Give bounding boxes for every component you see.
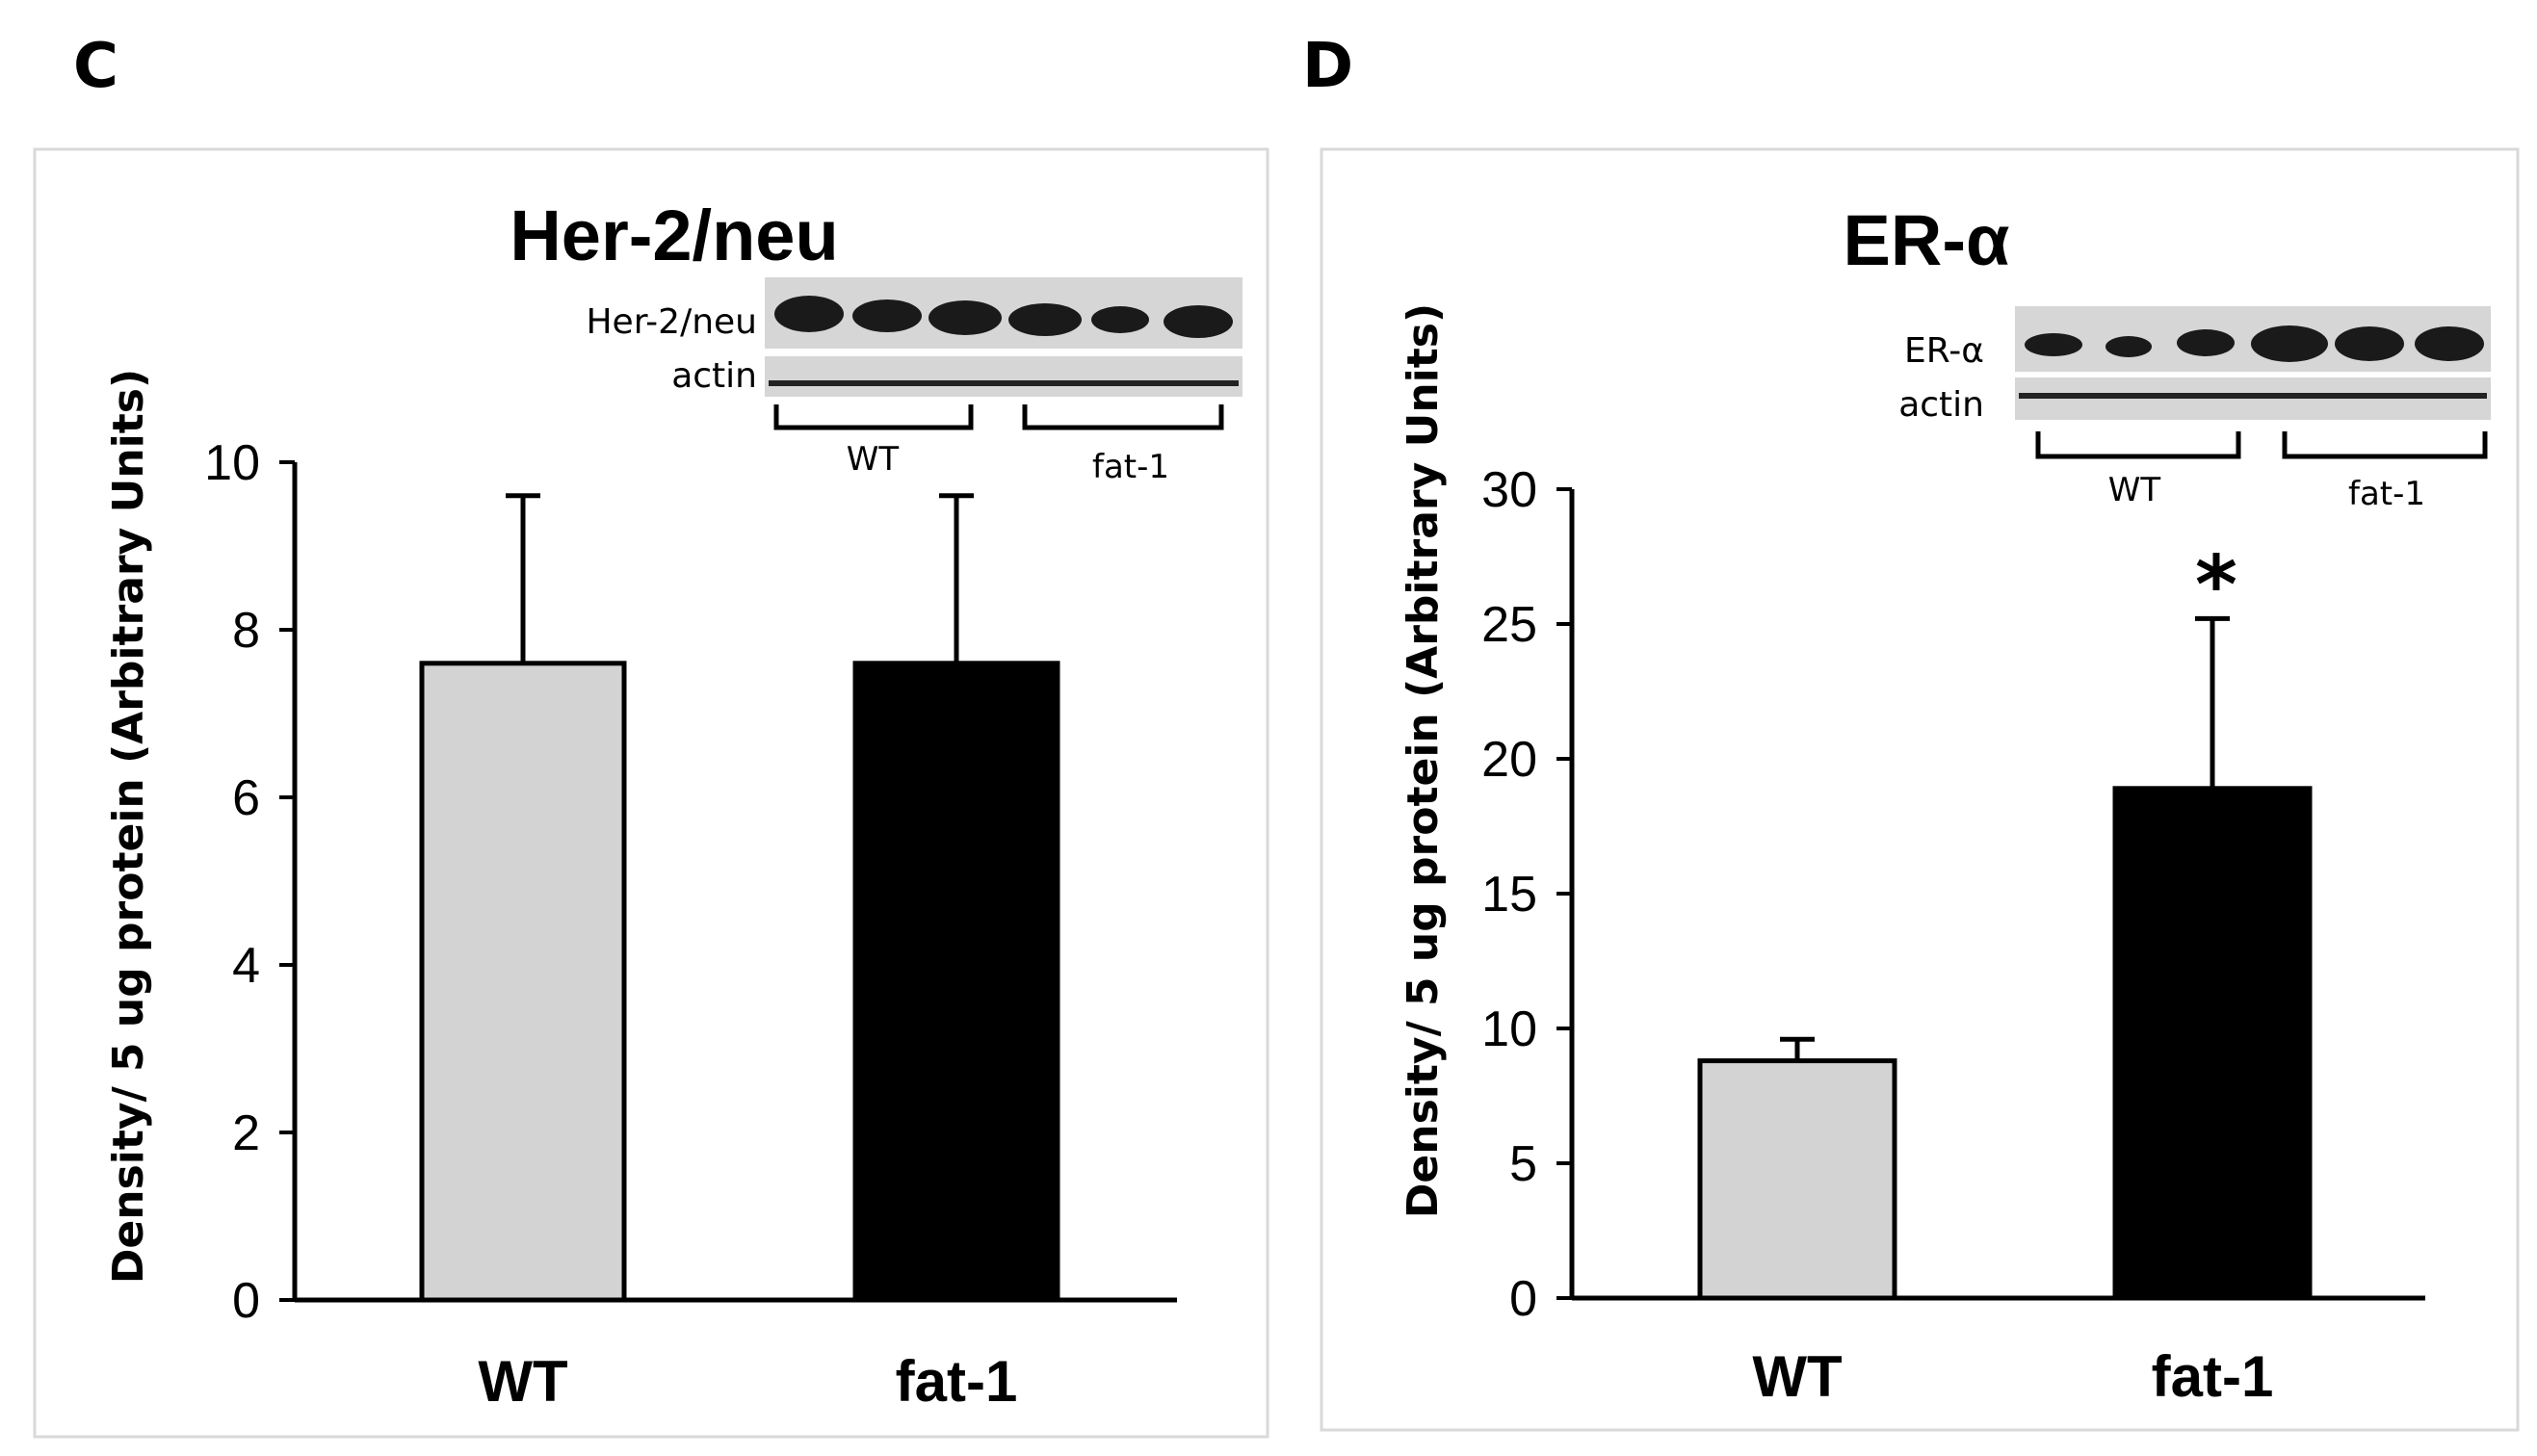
bracket-fat1-c (1022, 404, 1224, 430)
y-tick-label: 4 (232, 938, 260, 994)
panel-c: C Her-2/neu Her-2/neu actin WT fat-1 Den… (33, 31, 1269, 1439)
y-tick-label: 5 (1509, 1136, 1537, 1192)
bracket-fat1-d (2282, 431, 2488, 459)
blot-group-label-fat1-c: fat-1 (1092, 448, 1169, 486)
chart-title-d: ER-α (1844, 200, 2010, 280)
x-category-label: WT (1752, 1344, 1842, 1409)
x-category-label: fat-1 (896, 1349, 1018, 1414)
blot-row-label-actin: actin (671, 356, 757, 396)
blot-inset-c: Her-2/neu actin WT fat-1 (586, 277, 1242, 486)
bracket-wt-c (773, 404, 974, 430)
y-tick-label: 8 (232, 603, 260, 659)
y-tick-label: 0 (1509, 1271, 1537, 1327)
significance-marker: * (2195, 537, 2237, 632)
blot-group-label-wt-d: WT (2108, 471, 2161, 509)
panel-label-c: C (73, 31, 118, 102)
y-tick-label: 6 (232, 770, 260, 826)
panel-d-frame (1320, 147, 2520, 1432)
panel-d: D ER-α ER-α actin WT fat-1 Density/ 5 ug… (1302, 31, 2520, 1432)
bar-WT (419, 661, 627, 1303)
x-category-label: WT (478, 1349, 567, 1414)
blot-bands-target (774, 296, 1233, 338)
blot-group-label-wt-c: WT (847, 440, 900, 479)
panel-label-d: D (1302, 31, 1353, 102)
y-tick-label: 15 (1481, 867, 1537, 923)
y-tick-label: 0 (232, 1273, 260, 1329)
blot-band-strip-actin (765, 356, 1242, 397)
plot-area-c: 0 2 4 6 8 10 WT fat-1 (204, 435, 1177, 1414)
y-axis-label-d: Density/ 5 ug protein (Arbitrary Units) (1399, 303, 1448, 1218)
y-tick-label: 2 (232, 1105, 260, 1161)
chart-title-c: Her-2/neu (510, 195, 838, 275)
blot-bands-actin (769, 380, 1239, 386)
blot-bands-target (2025, 325, 2484, 362)
blot-row-label-actin: actin (1898, 385, 1984, 425)
y-tick-label: 20 (1481, 732, 1537, 788)
blot-group-label-fat1-d: fat-1 (2348, 475, 2425, 513)
y-tick-label: 25 (1481, 597, 1537, 653)
x-category-label: fat-1 (2152, 1344, 2274, 1409)
y-tick-label: 10 (1481, 1001, 1537, 1057)
y-axis-label-c: Density/ 5 ug protein (Arbitrary Units) (104, 369, 153, 1284)
bar-WT (1697, 1058, 1897, 1301)
blot-inset-d: ER-α actin WT fat-1 (1898, 306, 2491, 513)
panel-c-frame (33, 147, 1269, 1439)
bar-fat-1 (852, 661, 1060, 1303)
blot-band-strip-target (765, 277, 1242, 349)
bracket-wt-d (2035, 431, 2241, 459)
blot-row-label-target: Her-2/neu (586, 302, 757, 342)
bar-fat-1 (2112, 786, 2313, 1301)
plot-area-d: 0 5 10 15 20 25 30 WT fat-1 * (1481, 462, 2425, 1409)
y-tick-label: 30 (1481, 462, 1537, 518)
y-tick-label: 10 (204, 435, 260, 491)
blot-bands-actin (2019, 393, 2487, 399)
blot-row-label-target: ER-α (1904, 331, 1984, 371)
